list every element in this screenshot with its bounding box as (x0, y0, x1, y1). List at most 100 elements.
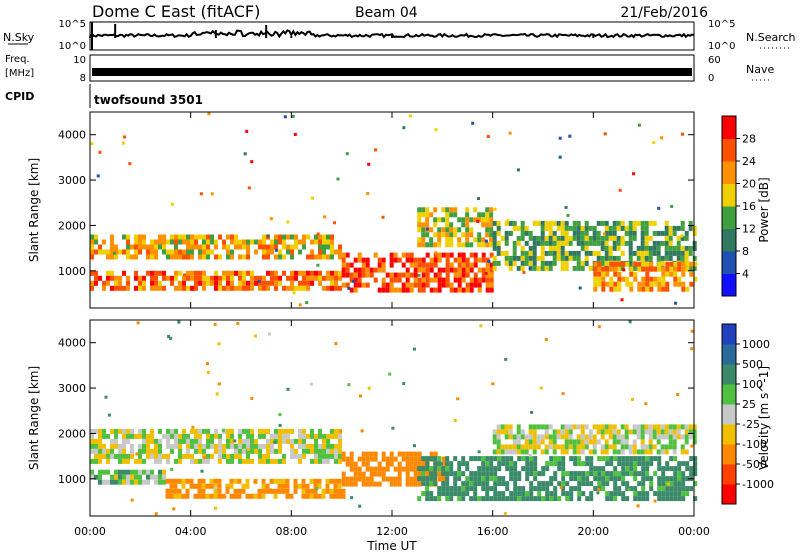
range-cell (441, 252, 446, 258)
range-cell (553, 461, 558, 467)
range-cell (584, 439, 589, 445)
range-cell (178, 285, 182, 291)
range-cell (524, 225, 529, 231)
scatter-cell (374, 148, 377, 152)
scatter-cell (558, 136, 562, 140)
range-cell (341, 493, 346, 499)
range-cell (489, 252, 494, 258)
range-cell (425, 466, 430, 472)
range-cell (134, 270, 138, 276)
range-cell (461, 232, 466, 238)
range-cell (102, 453, 106, 459)
range-cell (201, 483, 206, 489)
range-cell (238, 280, 242, 286)
range-cell (685, 466, 690, 472)
range-cell (441, 456, 446, 462)
range-cell (656, 424, 661, 430)
range-cell (401, 262, 406, 268)
range-cell (198, 433, 202, 439)
range-cell (601, 481, 606, 487)
range-cell (381, 277, 386, 283)
range-cell (528, 230, 533, 236)
range-cell (469, 217, 474, 223)
range-cell (592, 439, 597, 445)
range-cell (693, 276, 698, 282)
range-cell (672, 429, 677, 435)
range-cell (322, 438, 326, 444)
range-cell (633, 466, 638, 472)
range-cell (645, 476, 650, 482)
range-cell (178, 254, 182, 260)
range-cell (385, 287, 390, 293)
range-cell (425, 461, 430, 467)
range-cell (186, 438, 190, 444)
range-cell (341, 257, 346, 263)
range-cell (261, 488, 266, 494)
scatter-cell (402, 126, 406, 130)
range-cell (162, 474, 166, 480)
range-cell (493, 471, 498, 477)
range-cell (552, 260, 557, 266)
range-cell (661, 486, 666, 492)
range-cell (584, 424, 589, 430)
range-cell (393, 257, 398, 263)
range-cell (617, 286, 622, 292)
range-cell (445, 466, 450, 472)
range-cell (373, 456, 378, 462)
range-cell (334, 270, 338, 276)
range-cell (90, 443, 94, 449)
colorbar-tick-label: 28 (742, 133, 756, 146)
range-cell (437, 257, 442, 263)
range-cell (266, 249, 270, 255)
scatter-cell (402, 382, 406, 386)
freq-trace (92, 68, 692, 76)
range-cell (477, 277, 482, 283)
range-cell (341, 488, 346, 494)
range-cell (218, 453, 222, 459)
range-cell (138, 479, 142, 485)
range-cell (677, 486, 682, 492)
range-cell (481, 466, 486, 472)
range-cell (425, 491, 430, 497)
range-cell (165, 478, 170, 484)
range-cell (564, 255, 569, 261)
range-cell (202, 285, 206, 291)
range-cell (512, 260, 517, 266)
range-cell (150, 474, 154, 480)
range-cell (166, 458, 170, 464)
range-cell (616, 449, 621, 455)
range-cell (334, 448, 338, 454)
range-cell (560, 429, 565, 435)
range-cell (417, 481, 422, 487)
range-cell (421, 282, 426, 288)
range-cell (629, 286, 634, 292)
range-cell (684, 250, 689, 256)
range-cell (588, 265, 593, 271)
range-cell (604, 255, 609, 261)
range-cell (138, 280, 142, 286)
range-cell (528, 444, 533, 450)
range-cell (330, 275, 334, 281)
range-cell (620, 444, 625, 450)
range-cell (548, 225, 553, 231)
range-cell (668, 255, 673, 261)
range-cell (162, 469, 166, 475)
range-cell (134, 433, 138, 439)
range-cell (552, 220, 557, 226)
range-cell (278, 239, 282, 245)
range-cell (580, 265, 585, 271)
range-cell (173, 478, 178, 484)
range-cell (146, 249, 150, 255)
range-cell (429, 257, 434, 263)
range-cell (194, 443, 198, 449)
range-cell (624, 230, 629, 236)
range-cell (238, 443, 242, 449)
noise-trace (89, 22, 695, 50)
range-cell (536, 255, 541, 261)
range-cell (118, 458, 122, 464)
scatter-cell (336, 177, 340, 181)
range-cell (473, 272, 478, 278)
range-cell (641, 486, 646, 492)
range-cell (609, 496, 614, 502)
range-cell (633, 496, 638, 502)
